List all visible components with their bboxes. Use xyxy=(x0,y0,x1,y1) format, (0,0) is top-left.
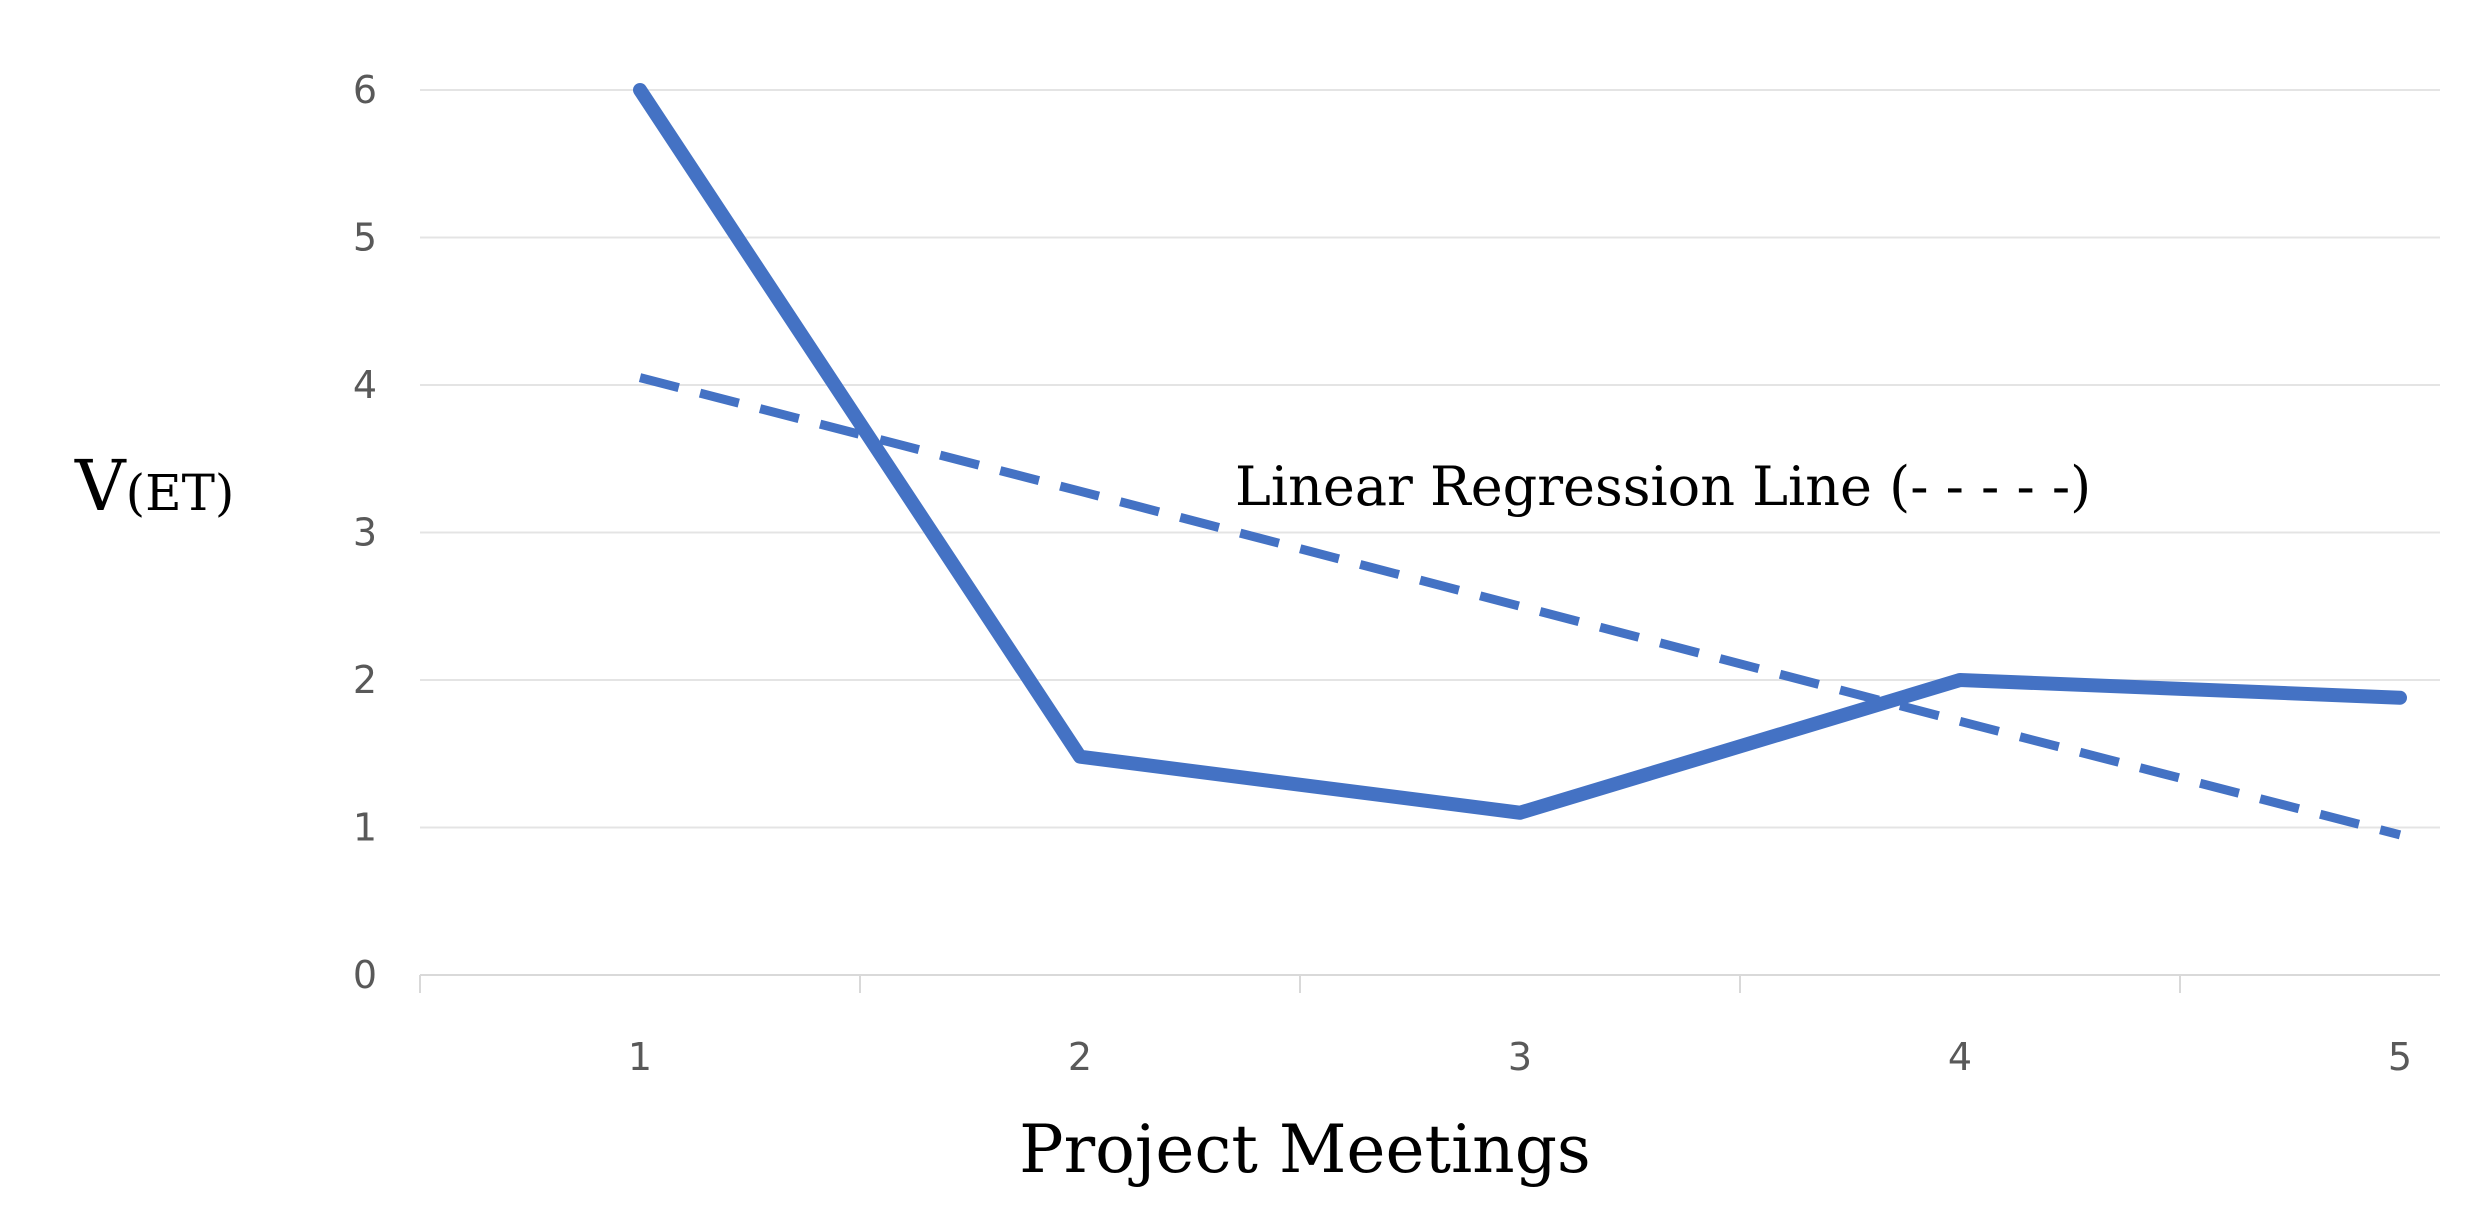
x-axis-tick-labels: 1 2 3 4 5 xyxy=(628,1035,2412,1079)
x-tick-label: 4 xyxy=(1948,1035,1972,1079)
x-axis-title: Project Meetings xyxy=(1019,1111,1591,1188)
y-axis-tick-labels: 0 1 2 3 4 5 6 xyxy=(353,68,377,997)
x-tick-label: 3 xyxy=(1508,1035,1532,1079)
y-tick-label: 2 xyxy=(353,658,377,702)
regression-line-annotation: Linear Regression Line (- - - - -) xyxy=(1235,455,2091,518)
x-tick-label: 2 xyxy=(1068,1035,1092,1079)
y-axis-title: V(ET) xyxy=(74,445,234,527)
y-tick-label: 6 xyxy=(353,68,377,112)
y-tick-label: 0 xyxy=(353,953,377,997)
regression-line xyxy=(638,373,2402,840)
x-axis xyxy=(419,974,2440,993)
x-tick-label: 1 xyxy=(628,1035,652,1079)
gridlines xyxy=(420,89,2440,829)
y-axis-title-subscript: (ET) xyxy=(126,464,235,522)
series-lines xyxy=(633,83,2407,840)
y-tick-label: 3 xyxy=(353,511,377,555)
y-tick-label: 4 xyxy=(353,363,377,407)
x-tick-label: 5 xyxy=(2388,1035,2412,1079)
y-tick-label: 5 xyxy=(353,216,377,260)
series-line xyxy=(633,83,2407,820)
y-tick-label: 1 xyxy=(353,806,377,850)
y-axis-title-main: V xyxy=(74,445,127,527)
